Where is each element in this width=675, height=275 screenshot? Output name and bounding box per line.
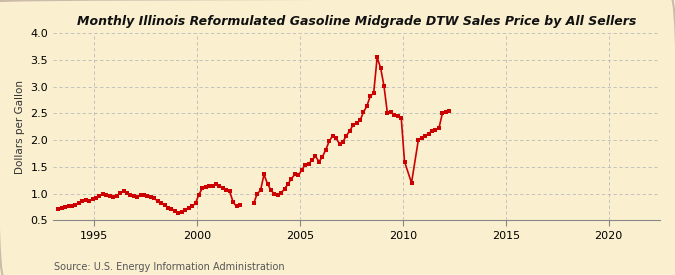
Y-axis label: Dollars per Gallon: Dollars per Gallon [15,80,25,174]
Text: Source: U.S. Energy Information Administration: Source: U.S. Energy Information Administ… [54,262,285,272]
Title: Monthly Illinois Reformulated Gasoline Midgrade DTW Sales Price by All Sellers: Monthly Illinois Reformulated Gasoline M… [77,15,637,28]
